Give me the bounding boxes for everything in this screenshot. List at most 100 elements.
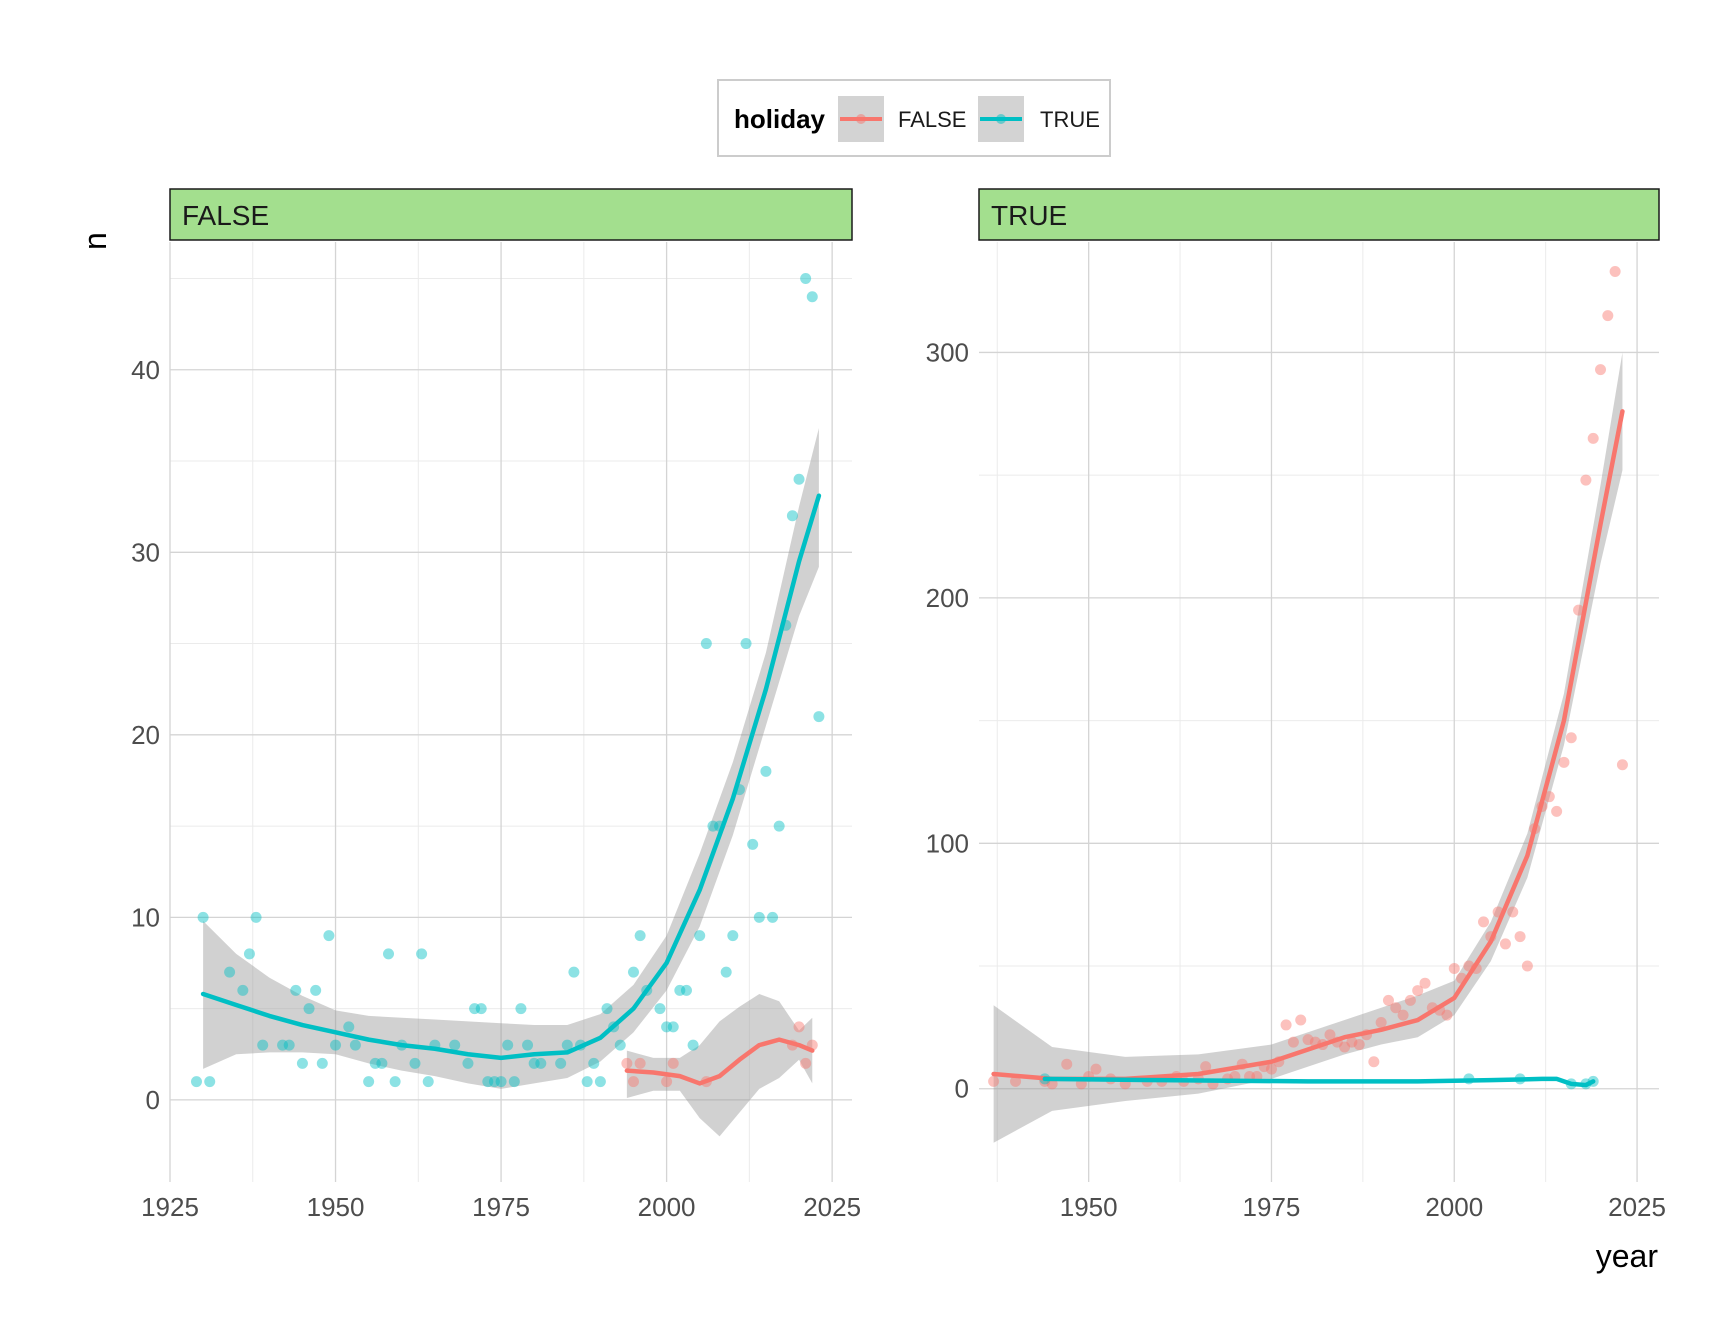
facet-panel-true: TRUE 1950 1975 2000 2025 0 100 200 300 <box>926 188 1666 1222</box>
data-point-true <box>323 930 335 942</box>
data-point-false <box>1580 474 1592 486</box>
data-point-true <box>720 966 732 978</box>
y-tick-labels: 0 10 20 30 40 <box>131 355 160 1115</box>
data-point-true <box>224 966 236 978</box>
data-point-true <box>363 1076 375 1088</box>
data-point-false <box>1346 1036 1358 1048</box>
y-tick-label: 0 <box>955 1074 969 1104</box>
data-point-false <box>661 1076 673 1088</box>
data-point-false <box>1551 805 1563 817</box>
data-point-false <box>634 1057 646 1069</box>
data-point-true <box>667 1021 679 1033</box>
data-point-true <box>290 984 302 996</box>
data-point-true <box>707 820 719 832</box>
data-point-true <box>243 948 255 960</box>
data-point-true <box>594 1076 606 1088</box>
data-point-true <box>237 984 249 996</box>
smooth-lines <box>200 493 822 1086</box>
data-point-false <box>1280 1019 1292 1031</box>
legend-title: holiday <box>734 104 826 134</box>
data-point-true <box>475 1003 487 1015</box>
data-point-false <box>1514 931 1526 943</box>
data-point-false <box>1265 1063 1277 1075</box>
data-point-true <box>747 838 759 850</box>
y-tick-label: 20 <box>131 720 160 750</box>
data-point-true <box>568 966 580 978</box>
confidence-band-false <box>993 352 1623 1143</box>
data-point-true <box>753 911 765 923</box>
x-tick-label: 2000 <box>638 1192 696 1222</box>
confidence-band-true <box>203 428 819 1089</box>
data-point-true <box>601 1003 613 1015</box>
data-point-false <box>1382 994 1394 1006</box>
data-point-false <box>1602 310 1614 322</box>
y-tick-label: 40 <box>131 355 160 385</box>
data-point-true <box>369 1057 381 1069</box>
data-point-true <box>508 1076 520 1088</box>
data-point-true <box>197 911 209 923</box>
data-point-false <box>1595 364 1607 376</box>
legend-label-false: FALSE <box>898 107 966 132</box>
data-point-true <box>687 1039 699 1051</box>
data-point-true <box>627 966 639 978</box>
data-point-true <box>522 1039 534 1051</box>
data-point-true <box>349 1039 361 1051</box>
data-point-false <box>1573 604 1585 616</box>
major-gridlines <box>169 242 852 1182</box>
x-axis-title: year <box>1596 1238 1659 1274</box>
data-point-true <box>462 1057 474 1069</box>
data-point-false <box>1558 756 1570 768</box>
confidence-band-false <box>626 994 813 1137</box>
data-point-true <box>806 291 818 303</box>
data-point-false <box>1295 1014 1307 1026</box>
data-point-true <box>786 510 798 522</box>
y-tick-label: 300 <box>926 337 969 367</box>
data-point-true <box>250 911 262 923</box>
data-point-true <box>495 1076 507 1088</box>
data-point-true <box>416 948 428 960</box>
data-point-false <box>793 1021 805 1033</box>
data-point-true <box>528 1057 540 1069</box>
data-point-true <box>555 1057 567 1069</box>
data-point-false <box>1521 960 1533 972</box>
data-point-true <box>488 1076 500 1088</box>
data-point-true <box>343 1021 355 1033</box>
data-point-true <box>700 638 712 650</box>
data-point-true <box>502 1039 514 1051</box>
data-point-true <box>277 1039 289 1051</box>
legend-key-true-point <box>996 114 1006 124</box>
minor-gridlines <box>979 242 1659 1182</box>
data-point-true <box>469 1003 481 1015</box>
data-point-true <box>773 820 785 832</box>
data-point-true <box>588 1057 600 1069</box>
smooth-line-true <box>200 493 822 1061</box>
data-point-true <box>740 638 752 650</box>
data-point-false <box>1404 994 1416 1006</box>
smooth-line-false <box>624 1037 815 1086</box>
confidence-bands <box>993 352 1623 1143</box>
data-point-false <box>1543 791 1555 803</box>
data-point-false <box>1587 432 1599 444</box>
data-point-false <box>1565 732 1577 744</box>
data-point-false <box>1412 985 1424 997</box>
data-point-false <box>1478 916 1490 928</box>
data-point-true <box>482 1076 494 1088</box>
data-point-false <box>1353 1039 1365 1051</box>
y-tick-labels: 0 100 200 300 <box>926 337 969 1103</box>
data-point-true <box>330 1039 342 1051</box>
y-axis-title: n <box>77 232 113 250</box>
y-tick-label: 0 <box>146 1085 160 1115</box>
data-point-true <box>767 911 779 923</box>
data-point-false <box>1441 1009 1453 1021</box>
y-tick-label: 200 <box>926 583 969 613</box>
data-point-true <box>257 1039 269 1051</box>
data-point-false <box>667 1057 679 1069</box>
data-point-true <box>283 1039 295 1051</box>
data-point-false <box>1616 759 1628 771</box>
data-point-true <box>316 1057 328 1069</box>
minor-gridlines <box>170 242 852 1182</box>
legend-label-true: TRUE <box>1040 107 1100 132</box>
data-point-false <box>627 1076 639 1088</box>
data-point-true <box>727 930 739 942</box>
data-point-false <box>1609 265 1621 277</box>
